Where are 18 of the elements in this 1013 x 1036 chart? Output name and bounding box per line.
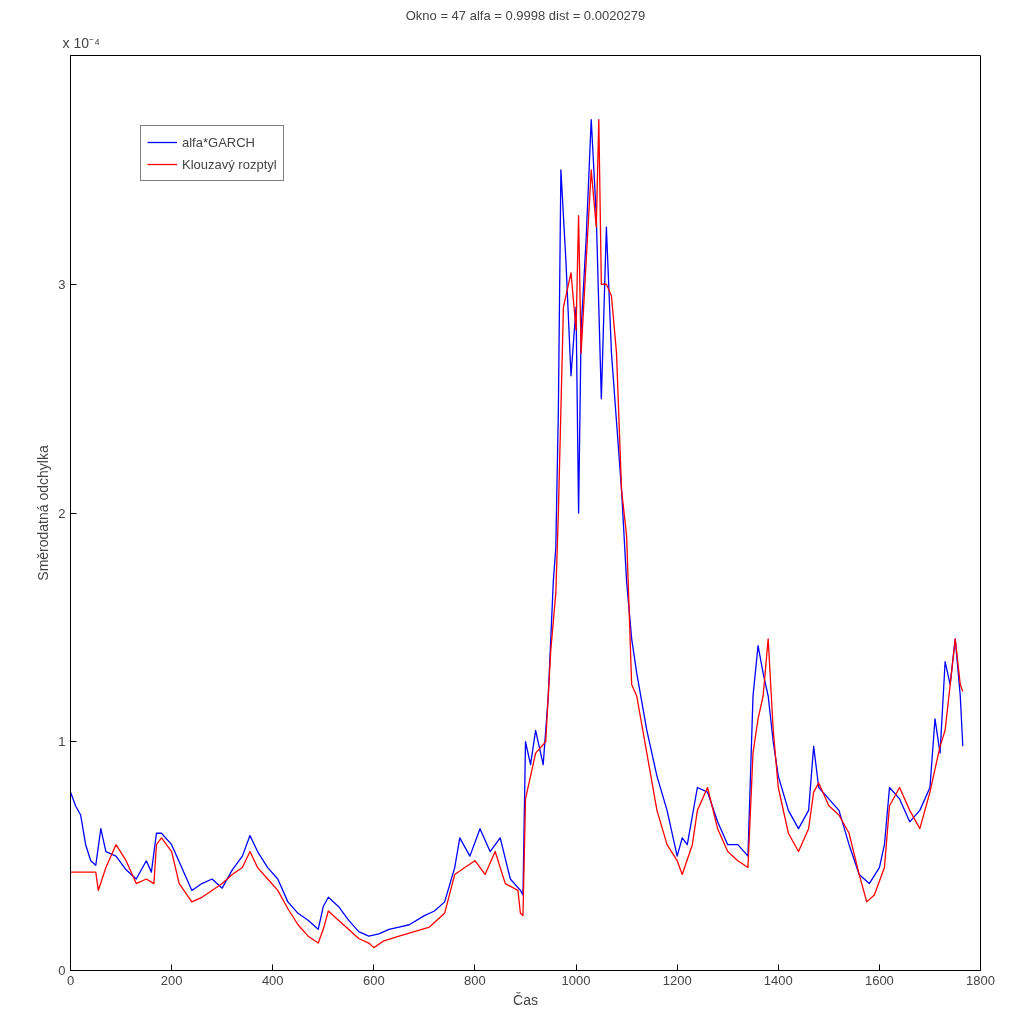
x-tick-label: 400 bbox=[261, 972, 284, 988]
legend-label: Klouzavý rozptyl bbox=[182, 156, 277, 172]
x-tick-label: 200 bbox=[160, 972, 183, 988]
y-tick-label: 3 bbox=[58, 276, 66, 292]
chart-title: Okno = 47 alfa = 0.9998 dist = 0.0020279 bbox=[405, 7, 646, 23]
y-tick-label: 2 bbox=[58, 505, 66, 521]
x-tick-label: 800 bbox=[464, 972, 486, 988]
x-tick-label: 1000 bbox=[561, 972, 591, 988]
y-axis-title: Směrodatná odchylka bbox=[35, 445, 52, 581]
x-tick-label: 1200 bbox=[662, 972, 692, 988]
x-tick-label: 1400 bbox=[763, 972, 793, 988]
text: x 10⁻⁴ bbox=[62, 34, 100, 51]
legend-label: alfa*GARCH bbox=[182, 134, 255, 150]
y-tick-label: 1 bbox=[58, 734, 66, 750]
x-axis-title: Čas bbox=[513, 991, 538, 1008]
x-tick-label: 1600 bbox=[864, 972, 894, 988]
x-tick-label: 1800 bbox=[966, 972, 995, 988]
x-tick-label: 600 bbox=[362, 972, 385, 988]
